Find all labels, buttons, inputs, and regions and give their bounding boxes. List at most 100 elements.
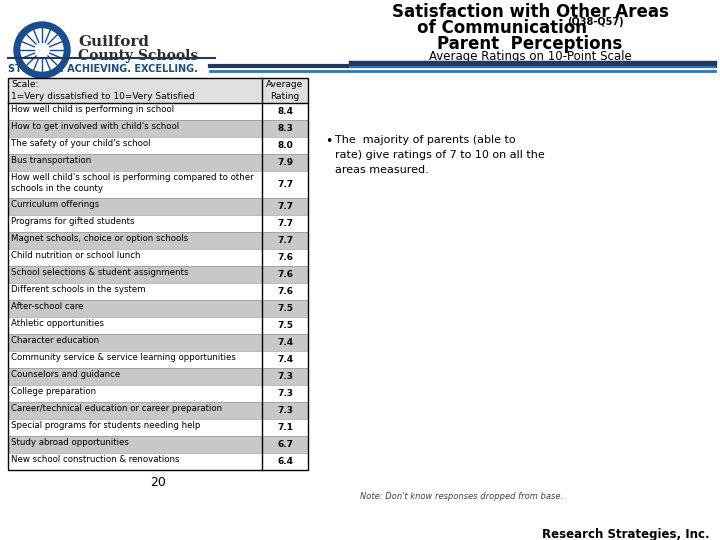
Bar: [8, 266, 262, 283]
Text: 6.4: 6.4: [277, 457, 293, 466]
Bar: [262, 103, 308, 120]
Bar: [262, 300, 308, 317]
Text: The safety of your child's school: The safety of your child's school: [11, 139, 150, 148]
Bar: [262, 137, 308, 154]
Text: Different schools in the system: Different schools in the system: [11, 285, 145, 294]
Text: Note: Don't know responses dropped from base.: Note: Don't know responses dropped from …: [360, 492, 563, 501]
Circle shape: [14, 22, 70, 78]
Text: How well child's school is performing compared to other
schools in the county: How well child's school is performing co…: [11, 173, 253, 193]
Text: Counselors and guidance: Counselors and guidance: [11, 370, 120, 379]
Text: School selections & student assignments: School selections & student assignments: [11, 268, 189, 277]
Text: 8.3: 8.3: [277, 124, 293, 133]
Text: How to get involved with child's school: How to get involved with child's school: [11, 122, 179, 131]
Bar: [8, 334, 262, 351]
Text: Scale:
1=Very dissatisfied to 10=Very Satisfied: Scale: 1=Very dissatisfied to 10=Very Sa…: [11, 80, 194, 101]
Text: 8.4: 8.4: [277, 107, 293, 116]
Bar: [8, 317, 262, 334]
Bar: [8, 351, 262, 368]
Text: Parent  Perceptions: Parent Perceptions: [437, 35, 623, 53]
Bar: [8, 249, 262, 266]
Text: 7.1: 7.1: [277, 423, 293, 432]
Text: 7.5: 7.5: [277, 304, 293, 313]
Bar: [262, 120, 308, 137]
Text: The  majority of parents (able to
rate) give ratings of 7 to 10 on all the
areas: The majority of parents (able to rate) g…: [335, 135, 545, 174]
Text: STRIVING. ACHIEVING. EXCELLING.: STRIVING. ACHIEVING. EXCELLING.: [8, 64, 198, 74]
Text: (Q38-Q57): (Q38-Q57): [567, 17, 624, 27]
Text: 7.4: 7.4: [277, 338, 293, 347]
Bar: [262, 154, 308, 171]
Text: Study abroad opportunities: Study abroad opportunities: [11, 438, 129, 447]
Bar: [262, 215, 308, 232]
Text: 7.5: 7.5: [277, 321, 293, 330]
Text: Special programs for students needing help: Special programs for students needing he…: [11, 421, 200, 430]
Bar: [8, 78, 308, 470]
Bar: [262, 283, 308, 300]
Bar: [262, 419, 308, 436]
Bar: [8, 300, 262, 317]
Text: 7.9: 7.9: [277, 158, 293, 167]
Bar: [262, 402, 308, 419]
Bar: [8, 103, 262, 120]
Text: Community service & service learning opportunities: Community service & service learning opp…: [11, 353, 236, 362]
Text: Career/technical education or career preparation: Career/technical education or career pre…: [11, 404, 222, 413]
Bar: [8, 453, 262, 470]
Bar: [8, 368, 262, 385]
Text: 7.7: 7.7: [277, 180, 293, 189]
Text: New school construction & renovations: New school construction & renovations: [11, 455, 179, 464]
Bar: [8, 283, 262, 300]
Bar: [8, 171, 262, 198]
Text: Programs for gifted students: Programs for gifted students: [11, 217, 135, 226]
Text: 6.7: 6.7: [277, 440, 293, 449]
Bar: [262, 385, 308, 402]
Bar: [8, 78, 308, 103]
Text: of Communication: of Communication: [417, 19, 593, 37]
Text: 7.6: 7.6: [277, 270, 293, 279]
Text: College preparation: College preparation: [11, 387, 96, 396]
Bar: [8, 385, 262, 402]
Text: 7.7: 7.7: [277, 219, 293, 228]
Text: Satisfaction with Other Areas: Satisfaction with Other Areas: [392, 3, 668, 21]
Bar: [262, 171, 308, 198]
Text: Research Strategies, Inc.: Research Strategies, Inc.: [542, 528, 710, 540]
Text: Character education: Character education: [11, 336, 99, 345]
Circle shape: [21, 29, 63, 71]
Text: Curriculum offerings: Curriculum offerings: [11, 200, 99, 209]
Bar: [8, 120, 262, 137]
Bar: [8, 419, 262, 436]
Bar: [8, 198, 262, 215]
Text: 7.6: 7.6: [277, 287, 293, 296]
Bar: [262, 317, 308, 334]
Text: 7.7: 7.7: [277, 202, 293, 211]
Text: 7.6: 7.6: [277, 253, 293, 262]
Bar: [262, 453, 308, 470]
Text: Guilford: Guilford: [78, 35, 149, 49]
Circle shape: [37, 44, 48, 56]
Bar: [8, 154, 262, 171]
Text: Athletic opportunities: Athletic opportunities: [11, 319, 104, 328]
Bar: [8, 232, 262, 249]
Text: How well child is performing in school: How well child is performing in school: [11, 105, 174, 114]
Text: 7.3: 7.3: [277, 389, 293, 398]
Bar: [262, 266, 308, 283]
Text: Average Ratings on 10-Point Scale: Average Ratings on 10-Point Scale: [428, 50, 631, 63]
Bar: [8, 137, 262, 154]
Bar: [262, 351, 308, 368]
Text: Magnet schools, choice or option schools: Magnet schools, choice or option schools: [11, 234, 188, 243]
Bar: [8, 436, 262, 453]
Bar: [262, 436, 308, 453]
Bar: [262, 232, 308, 249]
Text: Average
Rating: Average Rating: [266, 80, 304, 101]
Text: County Schools: County Schools: [78, 49, 198, 63]
Bar: [8, 215, 262, 232]
Text: •: •: [325, 135, 333, 148]
Bar: [8, 402, 262, 419]
Text: 20: 20: [150, 476, 166, 489]
Text: 7.3: 7.3: [277, 406, 293, 415]
Bar: [262, 334, 308, 351]
Text: 7.4: 7.4: [277, 355, 293, 364]
Text: Child nutrition or school lunch: Child nutrition or school lunch: [11, 251, 140, 260]
Text: After-school care: After-school care: [11, 302, 84, 311]
Bar: [262, 368, 308, 385]
Text: 7.3: 7.3: [277, 372, 293, 381]
Bar: [262, 198, 308, 215]
